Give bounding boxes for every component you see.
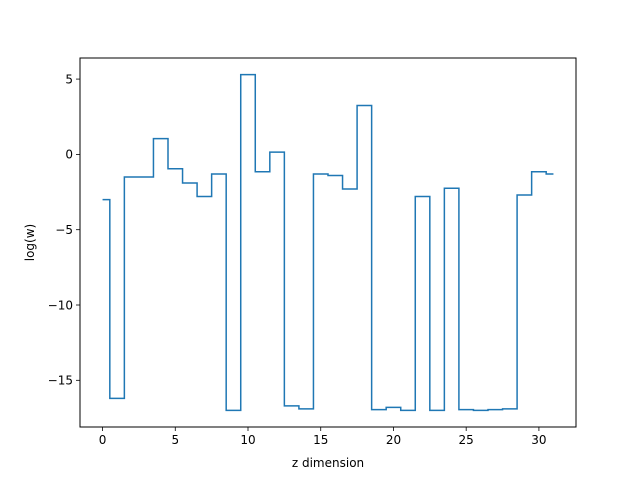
series-layer bbox=[102, 73, 554, 412]
y-tick-label: −15 bbox=[48, 374, 73, 388]
x-tick-label: 0 bbox=[99, 433, 107, 447]
x-tick-label: 25 bbox=[459, 433, 474, 447]
x-tick-label: 15 bbox=[313, 433, 328, 447]
series-line-0 bbox=[102, 73, 554, 412]
y-tick-label: 5 bbox=[65, 72, 73, 86]
x-tick-label: 10 bbox=[240, 433, 255, 447]
y-axis-label: log(w) bbox=[23, 224, 37, 261]
plot-area bbox=[80, 58, 576, 427]
x-tick-label: 20 bbox=[386, 433, 401, 447]
x-axis-label: z dimension bbox=[292, 456, 364, 470]
x-tick-label: 30 bbox=[531, 433, 546, 447]
plot-frame bbox=[79, 57, 577, 428]
y-tick-label: −5 bbox=[55, 223, 73, 237]
x-tick-label: 5 bbox=[171, 433, 179, 447]
y-tick-label: 0 bbox=[65, 148, 73, 162]
y-axis-ticks: 5 0 −5 −10 −15 bbox=[48, 72, 80, 388]
y-tick-label: −10 bbox=[48, 298, 73, 312]
x-axis-ticks: 0 5 10 15 20 25 30 bbox=[99, 427, 547, 447]
